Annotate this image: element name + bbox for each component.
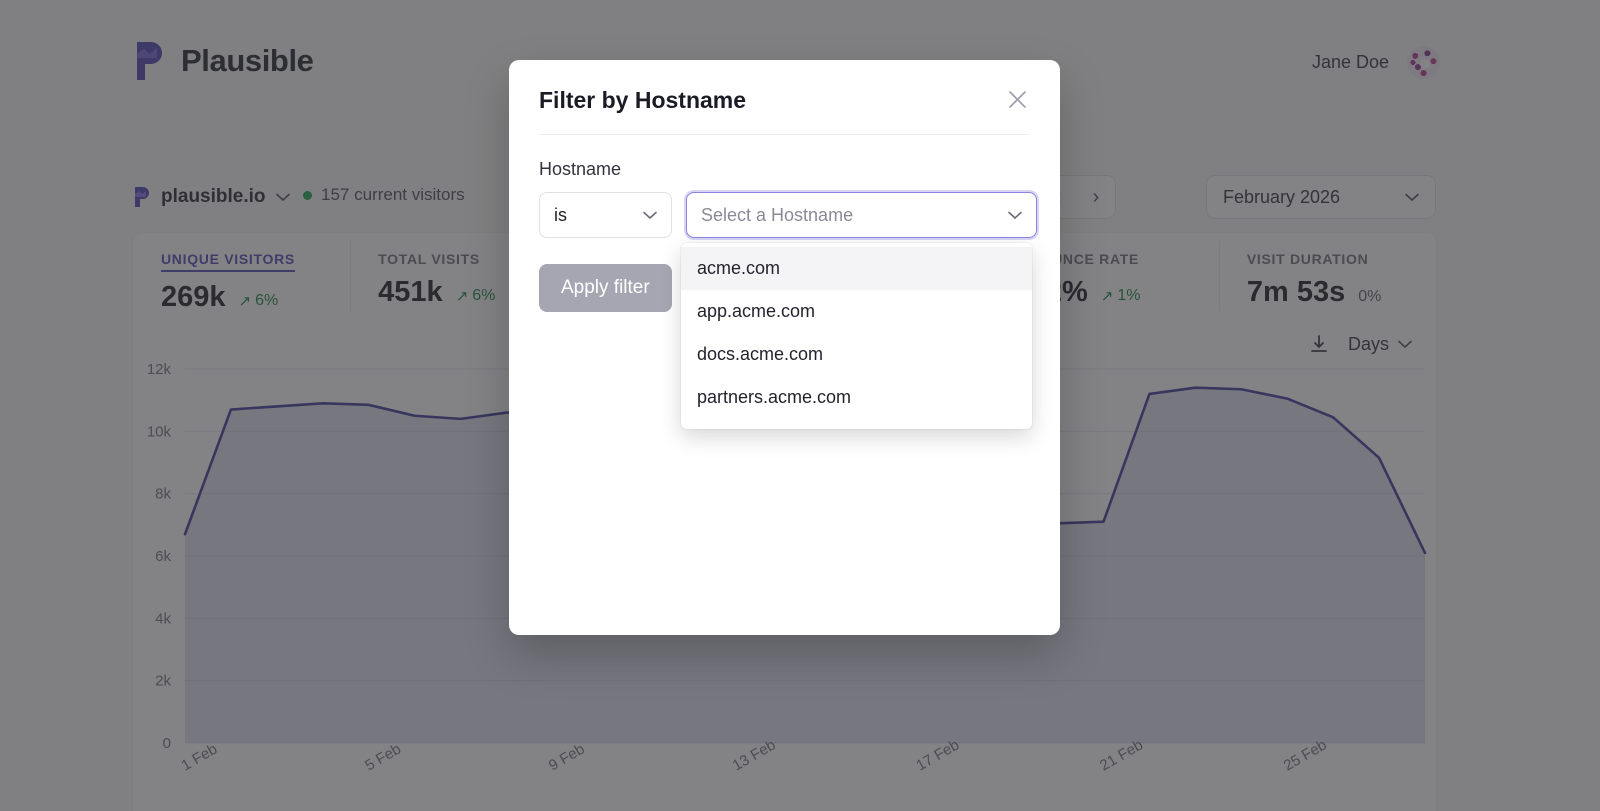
hostname-select[interactable]: Select a Hostname bbox=[686, 192, 1037, 238]
hostname-field-label: Hostname bbox=[539, 159, 622, 179]
modal-divider bbox=[539, 134, 1030, 135]
filter-field-row: is Select a Hostname bbox=[539, 192, 1060, 238]
chevron-down-icon bbox=[643, 211, 657, 220]
hostname-dropdown: acme.com app.acme.com docs.acme.com partner… bbox=[681, 243, 1032, 429]
dropdown-option[interactable]: app.acme.com bbox=[697, 301, 816, 321]
operator-select[interactable]: is bbox=[539, 192, 672, 238]
chevron-down-icon bbox=[1008, 211, 1022, 220]
hostname-placeholder: Select a Hostname bbox=[701, 204, 854, 225]
operator-value: is bbox=[554, 204, 567, 225]
close-icon[interactable] bbox=[1008, 86, 1034, 112]
modal-title: Filter by Hostname bbox=[539, 87, 747, 113]
apply-filter-button[interactable]: Apply filter bbox=[539, 264, 672, 312]
dropdown-option[interactable]: acme.com bbox=[681, 247, 1032, 290]
dropdown-option[interactable]: docs.acme.com bbox=[697, 344, 824, 364]
modal-header: Filter by Hostname bbox=[509, 60, 1060, 114]
dropdown-option[interactable]: partners.acme.com bbox=[697, 387, 852, 407]
